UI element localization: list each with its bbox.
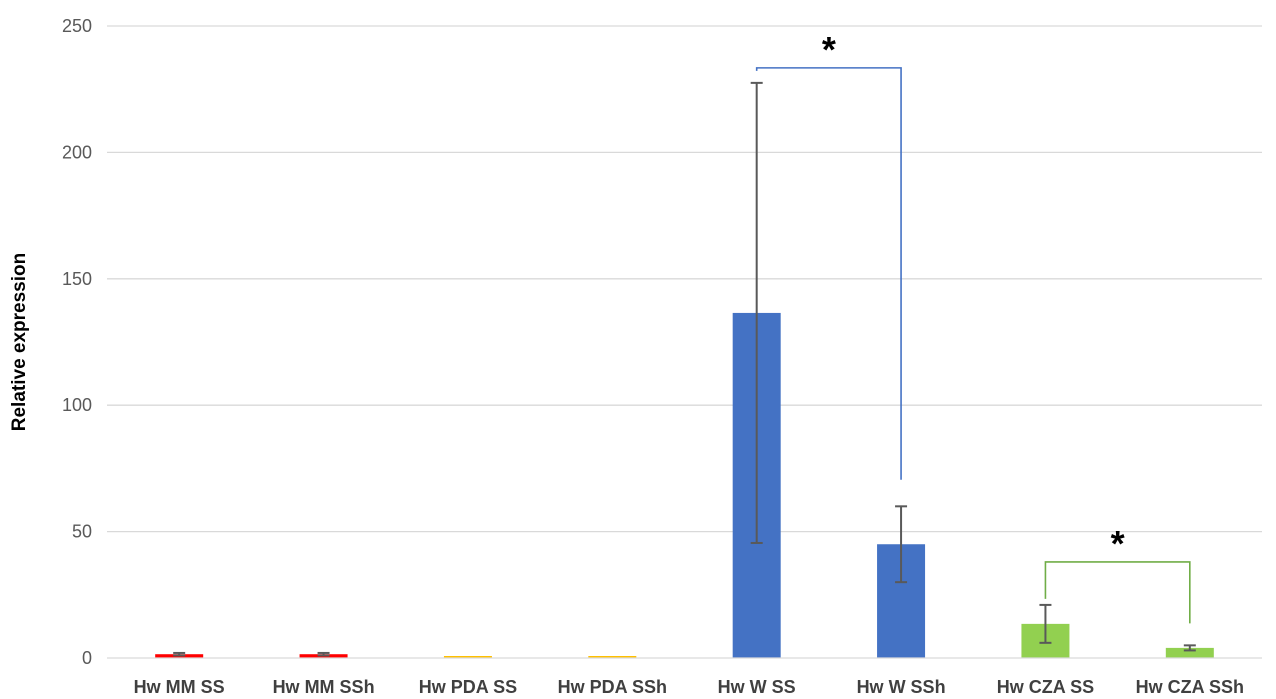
bar [1165, 647, 1214, 658]
significance-brackets: ** [755, 29, 1191, 624]
error-bar [1039, 603, 1052, 644]
error-bar [750, 81, 763, 544]
y-tick-label: 200 [62, 142, 92, 162]
y-tick-label: 150 [62, 269, 92, 289]
x-axis-labels: Hw MM SS Hw MM SSh Hw PDA SS Hw PDA SSh Hw W… [134, 677, 1244, 697]
error-bar [895, 505, 908, 584]
x-category-label: Hw W SS [718, 677, 796, 697]
y-tick-label: 50 [72, 522, 92, 542]
y-tick-label: 100 [62, 395, 92, 415]
error-bar [1183, 644, 1196, 652]
significance-bracket [755, 67, 902, 480]
x-category-label: Hw CZA SSh [1136, 677, 1244, 697]
y-axis-title: Relative expression [9, 253, 30, 431]
y-tick-label: 250 [62, 16, 92, 36]
error-bar [173, 651, 186, 657]
error-bar [317, 651, 330, 657]
significance-asterisk: * [822, 29, 836, 70]
error-bars [173, 81, 1196, 657]
y-tick-label: 0 [82, 648, 92, 668]
x-category-label: Hw PDA SSh [558, 677, 667, 697]
x-category-label: Hw MM SSh [273, 677, 375, 697]
x-category-label: Hw MM SS [134, 677, 225, 697]
x-category-label: Hw PDA SS [419, 677, 517, 697]
significance-bracket [1044, 561, 1191, 624]
x-category-label: Hw W SSh [857, 677, 946, 697]
gridlines [107, 25, 1262, 533]
significance-asterisk: * [1111, 523, 1125, 564]
y-axis-ticks: 0 50 100 150 200 250 [62, 16, 92, 668]
bar [443, 656, 492, 658]
x-category-label: Hw CZA SS [997, 677, 1094, 697]
bar [588, 656, 637, 658]
bars [155, 312, 1214, 658]
